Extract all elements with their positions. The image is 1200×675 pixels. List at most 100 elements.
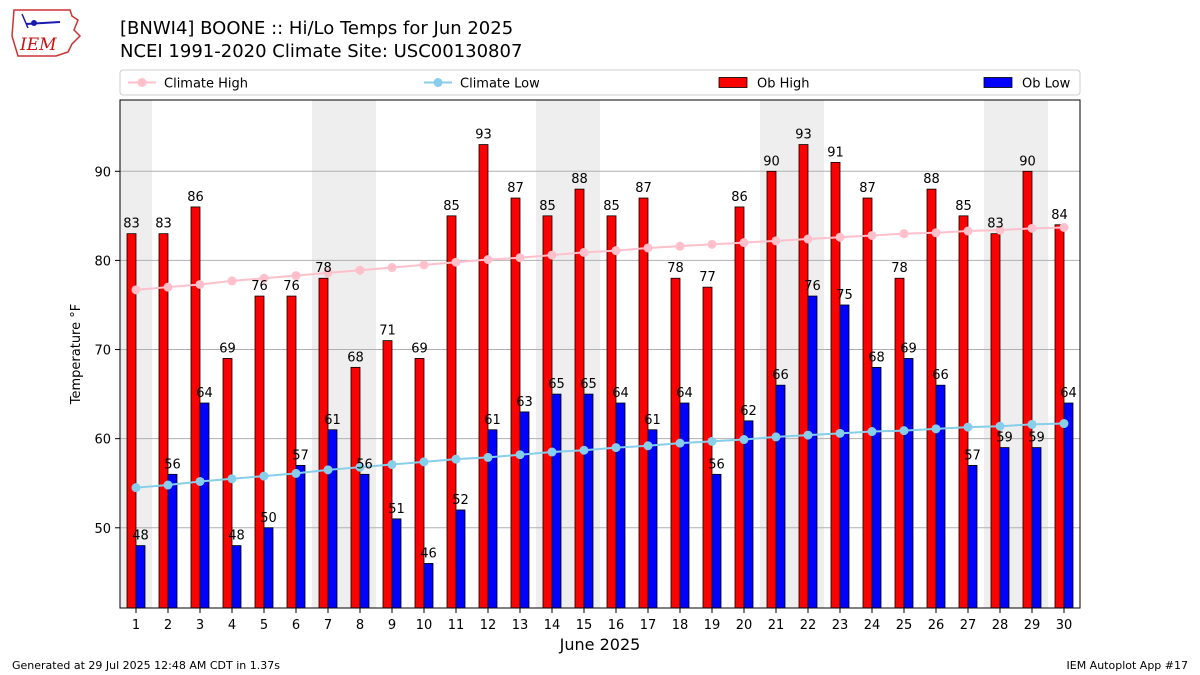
legend-climate-high-label: Climate High xyxy=(164,77,248,92)
ob-high-bar xyxy=(830,161,841,609)
plot-frame xyxy=(119,99,1081,609)
ob-low-label: 46 xyxy=(420,546,437,561)
climate-low-point xyxy=(899,426,909,436)
climate-high-point xyxy=(483,255,493,265)
climate-high-point xyxy=(963,226,973,236)
legend-frame xyxy=(119,69,1081,96)
climate-high-point xyxy=(771,236,781,246)
ob-low-label: 66 xyxy=(932,368,949,383)
x-tick-label: 28 xyxy=(992,618,1009,633)
ob-high-bar xyxy=(606,215,617,609)
ob-low-bar xyxy=(935,384,946,609)
climate-high-point xyxy=(419,260,429,270)
ob-high-bar xyxy=(318,277,329,609)
x-tick-label: 20 xyxy=(736,618,753,633)
ob-low-bar xyxy=(423,563,434,609)
x-tick-label: 3 xyxy=(196,618,204,633)
climate-low-point xyxy=(1059,419,1069,429)
ob-high-label: 83 xyxy=(123,217,140,232)
ob-high-label: 86 xyxy=(187,190,204,205)
climate-low-point xyxy=(131,483,141,493)
ob-low-label: 48 xyxy=(228,529,245,544)
climate-low-point xyxy=(1027,419,1037,429)
ob-low-bar xyxy=(199,402,210,609)
ob-high-bar xyxy=(862,197,873,609)
climate-high-point xyxy=(707,239,717,249)
climate-high-point xyxy=(131,285,141,295)
ob-high-label: 93 xyxy=(795,128,812,143)
legend-ob-high-swatch xyxy=(718,77,748,88)
ob-low-label: 64 xyxy=(612,386,629,401)
x-tick-label: 27 xyxy=(960,618,977,633)
climate-low-point xyxy=(835,428,845,438)
x-tick-label: 30 xyxy=(1056,618,1073,633)
x-tick-label: 21 xyxy=(768,618,785,633)
ob-low-label: 75 xyxy=(836,288,853,303)
ob-low-label: 52 xyxy=(452,493,469,508)
ob-high-bar xyxy=(798,144,809,609)
ob-low-bar xyxy=(999,447,1010,609)
climate-high-point xyxy=(739,238,749,248)
x-tick-label: 2 xyxy=(164,618,172,633)
ob-high-bar xyxy=(382,340,393,609)
y-tick-label: 50 xyxy=(94,522,111,537)
ob-low-label: 48 xyxy=(132,529,149,544)
ob-high-label: 88 xyxy=(923,172,940,187)
climate-high-point xyxy=(323,268,333,278)
ob-high-label: 78 xyxy=(891,261,908,276)
climate-high-point xyxy=(931,228,941,238)
ob-low-bar xyxy=(391,518,402,609)
ob-high-label: 90 xyxy=(763,154,780,169)
bar-labels: 83 83 86 69 76 76 78 68 71 69 85 93 87 85 88 85 87 78 77 86… xyxy=(123,128,1077,562)
ob-low-label: 56 xyxy=(356,457,373,472)
x-tick-label: 10 xyxy=(416,618,433,633)
climate-low-point xyxy=(451,454,461,464)
ob-low-bar xyxy=(135,545,146,609)
ob-high-label: 69 xyxy=(219,341,236,356)
grid-lines xyxy=(120,170,1080,529)
climate-high-point xyxy=(227,276,237,286)
x-tick-label: 22 xyxy=(800,618,817,633)
ob-high-bar xyxy=(990,233,1001,609)
ob-low-bar xyxy=(871,366,882,609)
legend-climate-high-marker xyxy=(137,78,147,87)
ob-low-bar xyxy=(295,465,306,609)
ob-low-label: 63 xyxy=(516,395,533,410)
ob-low-label: 61 xyxy=(484,413,501,428)
ob-low-label: 61 xyxy=(644,413,661,428)
ob-high-bar xyxy=(638,197,649,609)
logo-text: IEM xyxy=(19,35,57,55)
climate-low-point xyxy=(771,432,781,442)
climate-high-point xyxy=(1027,223,1037,233)
ob-high-bar xyxy=(1022,170,1033,609)
ob-high-label: 88 xyxy=(571,172,588,187)
app-footer: IEM Autoplot App #17 xyxy=(1066,659,1189,672)
climate-high-point xyxy=(1059,222,1069,232)
climate-low-point xyxy=(259,471,269,481)
climate-lines xyxy=(131,222,1069,493)
x-tick-label: 29 xyxy=(1024,618,1041,633)
ob-high-label: 78 xyxy=(315,261,332,276)
y-tick-label: 80 xyxy=(94,254,111,269)
climate-high-point xyxy=(355,265,365,275)
climate-low-point xyxy=(291,468,301,478)
ob-low-label: 57 xyxy=(292,448,309,463)
ob-high-label: 69 xyxy=(411,341,428,356)
climate-low-point xyxy=(483,452,493,462)
y-tick-label: 90 xyxy=(94,165,111,180)
ob-low-bar xyxy=(615,402,626,609)
ob-low-label: 56 xyxy=(164,457,181,472)
ob-low-label: 62 xyxy=(740,404,757,419)
ob-high-bar xyxy=(350,366,361,609)
ob-low-bar xyxy=(551,393,562,609)
ob-low-bar xyxy=(775,384,786,609)
ob-low-bar xyxy=(903,358,914,609)
ob-high-bar xyxy=(478,144,489,609)
ob-low-bar xyxy=(679,402,690,609)
ob-low-label: 56 xyxy=(708,457,725,472)
ob-high-label: 83 xyxy=(155,217,172,232)
ob-high-label: 71 xyxy=(379,324,396,339)
climate-high-point xyxy=(579,247,589,257)
ob-low-bar xyxy=(967,465,978,609)
climate-low-point xyxy=(739,435,749,445)
